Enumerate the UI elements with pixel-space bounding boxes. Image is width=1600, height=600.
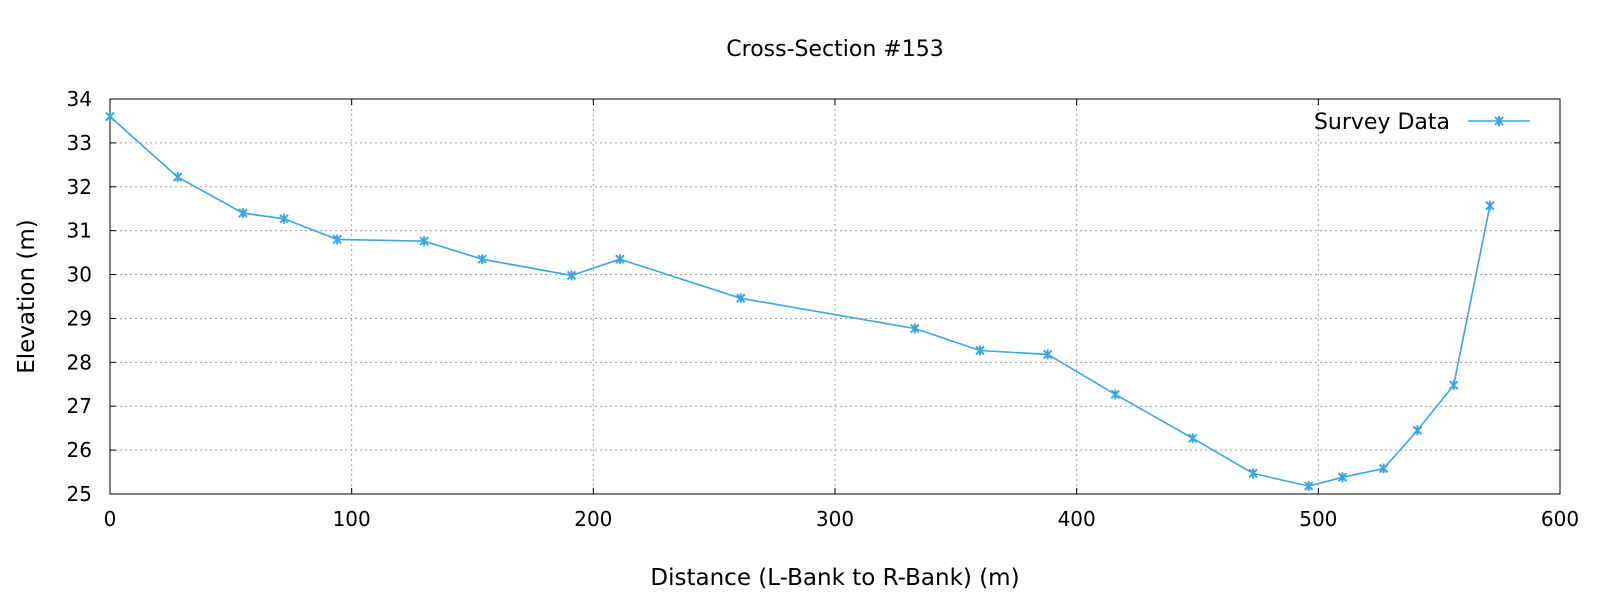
y-tick-label: 29 [67, 306, 92, 330]
legend: Survey Data [1314, 110, 1530, 135]
y-tick-label: 25 [67, 482, 92, 506]
data-point [1337, 472, 1348, 483]
x-axis-label: Distance (L-Bank to R-Bank) (m) [650, 565, 1019, 591]
x-tick-label: 300 [816, 507, 854, 531]
data-point [975, 345, 985, 356]
data-point [172, 172, 183, 183]
data-point [419, 236, 429, 247]
chart-title: Cross-Section #153 [726, 37, 943, 62]
data-point [1485, 200, 1495, 211]
y-tick-label: 32 [67, 175, 92, 199]
data-point [1303, 481, 1314, 492]
x-tick-label: 0 [104, 507, 117, 531]
y-axis-label: Elevation (m) [14, 219, 40, 374]
x-tick-label: 200 [574, 507, 612, 531]
y-tick-label: 27 [67, 394, 92, 418]
y-tick-label: 31 [67, 219, 92, 243]
data-point [238, 208, 248, 219]
x-tick-label: 500 [1299, 507, 1337, 531]
data-point [1042, 349, 1053, 360]
y-tick-label: 33 [67, 131, 92, 155]
series-line-survey-data [109, 116, 1491, 487]
y-tick-label: 26 [67, 438, 92, 462]
data-point [1412, 425, 1423, 436]
series-layer [105, 111, 1495, 492]
x-tick-label: 100 [333, 507, 371, 531]
data-point [1248, 468, 1258, 479]
data-point [105, 111, 115, 122]
y-tick-label: 30 [67, 263, 92, 287]
data-point [332, 234, 342, 245]
x-tick-label: 400 [1058, 507, 1096, 531]
y-tick-label: 34 [67, 87, 92, 111]
data-point [477, 254, 487, 265]
data-point [279, 213, 289, 224]
data-point [910, 323, 920, 334]
x-tick-label: 600 [1541, 507, 1579, 531]
legend-marker [1494, 116, 1504, 126]
y-tick-label: 28 [67, 350, 92, 374]
grid [110, 99, 1560, 494]
data-point [736, 293, 746, 304]
data-point [1378, 463, 1389, 474]
data-point [566, 270, 577, 281]
data-point [1448, 380, 1459, 391]
data-point [1187, 433, 1198, 444]
legend-label: Survey Data [1314, 110, 1450, 135]
data-point [615, 254, 625, 265]
data-point [1110, 389, 1121, 400]
tick-labels: 0 100 200 300 400 500 600 25 26 27 28 29 30 31 32 33 34 [67, 87, 1580, 531]
